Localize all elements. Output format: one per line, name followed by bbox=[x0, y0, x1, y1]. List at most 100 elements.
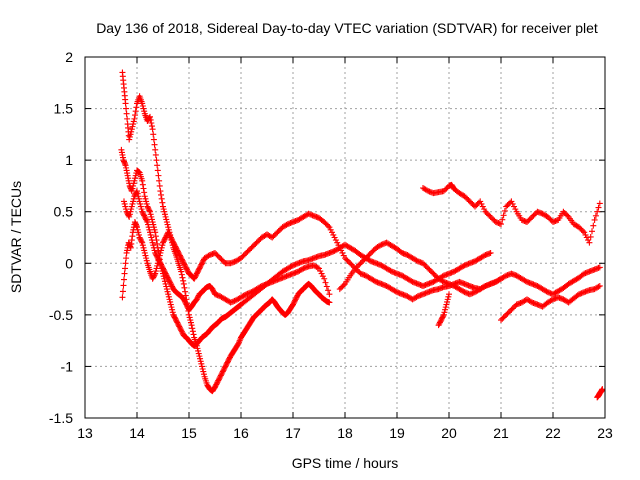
data-point bbox=[164, 221, 171, 228]
data-point bbox=[198, 360, 205, 367]
data-point bbox=[151, 271, 158, 278]
data-point bbox=[423, 187, 430, 194]
data-point bbox=[413, 257, 420, 264]
data-point bbox=[125, 212, 132, 219]
data-point bbox=[413, 294, 420, 301]
data-point bbox=[132, 175, 139, 182]
data-point bbox=[144, 203, 151, 210]
data-point bbox=[172, 243, 179, 250]
data-point bbox=[175, 322, 182, 329]
series-track-g bbox=[498, 282, 603, 324]
data-point bbox=[249, 243, 256, 250]
data-point bbox=[193, 270, 200, 277]
data-point bbox=[531, 211, 538, 218]
data-point bbox=[218, 371, 225, 378]
data-point bbox=[460, 288, 467, 295]
data-point bbox=[158, 247, 165, 254]
data-point bbox=[135, 193, 142, 200]
data-point bbox=[158, 261, 165, 268]
data-point bbox=[140, 211, 147, 218]
data-point bbox=[317, 268, 324, 275]
data-point bbox=[335, 242, 342, 249]
data-point bbox=[165, 277, 172, 284]
data-point bbox=[490, 216, 497, 223]
data-point bbox=[133, 189, 140, 196]
data-point bbox=[225, 356, 232, 363]
data-point bbox=[269, 234, 276, 241]
data-point bbox=[146, 207, 153, 214]
data-point bbox=[213, 381, 220, 388]
data-point bbox=[143, 216, 150, 223]
data-point bbox=[161, 208, 168, 215]
data-point bbox=[165, 229, 172, 236]
data-point bbox=[135, 195, 142, 202]
data-point bbox=[194, 295, 201, 302]
data-point bbox=[139, 177, 146, 184]
data-point bbox=[191, 275, 198, 282]
data-point bbox=[252, 240, 259, 247]
data-point bbox=[182, 264, 189, 271]
data-point bbox=[200, 368, 207, 375]
data-point bbox=[595, 204, 602, 211]
data-point bbox=[140, 244, 147, 251]
data-point bbox=[152, 249, 159, 256]
data-point bbox=[148, 216, 155, 223]
data-point bbox=[437, 318, 444, 325]
y-tick-label: 0 bbox=[65, 255, 73, 271]
data-point bbox=[426, 266, 433, 273]
data-point bbox=[176, 323, 183, 330]
data-point bbox=[122, 206, 129, 213]
data-point bbox=[145, 206, 152, 213]
data-point bbox=[509, 200, 516, 207]
data-point bbox=[251, 242, 257, 249]
data-point bbox=[143, 217, 150, 224]
data-point bbox=[487, 249, 494, 256]
data-point bbox=[138, 206, 145, 213]
data-point bbox=[178, 256, 185, 263]
data-point bbox=[214, 252, 221, 259]
data-point bbox=[167, 301, 174, 308]
data-point bbox=[544, 213, 551, 220]
data-point bbox=[210, 287, 217, 294]
data-point bbox=[178, 328, 185, 335]
data-point bbox=[344, 257, 351, 264]
data-point bbox=[147, 116, 154, 123]
x-tick-label: 21 bbox=[493, 425, 509, 441]
data-point bbox=[356, 261, 363, 268]
data-point bbox=[150, 221, 157, 228]
data-point bbox=[182, 300, 189, 307]
data-point bbox=[148, 120, 155, 127]
data-point bbox=[178, 271, 185, 278]
data-point bbox=[127, 208, 134, 215]
data-point bbox=[120, 282, 127, 289]
data-point bbox=[365, 252, 372, 259]
data-point bbox=[473, 202, 480, 209]
data-point bbox=[119, 294, 126, 301]
data-point bbox=[165, 230, 172, 237]
data-point bbox=[156, 182, 163, 189]
data-point bbox=[130, 180, 137, 187]
data-point bbox=[137, 235, 144, 242]
data-point bbox=[130, 195, 137, 202]
data-point bbox=[585, 237, 592, 244]
data-point bbox=[234, 341, 241, 348]
data-point bbox=[436, 320, 443, 327]
data-point bbox=[186, 314, 193, 321]
data-point bbox=[257, 283, 264, 290]
data-point bbox=[170, 239, 177, 246]
data-point bbox=[387, 267, 394, 274]
data-point bbox=[122, 100, 129, 107]
data-point bbox=[139, 239, 146, 246]
data-point bbox=[167, 280, 174, 287]
data-point bbox=[160, 266, 167, 273]
data-point bbox=[128, 203, 135, 210]
data-point bbox=[293, 295, 300, 302]
data-point bbox=[121, 270, 128, 277]
data-point bbox=[129, 185, 136, 192]
data-point bbox=[176, 252, 183, 259]
data-point bbox=[150, 274, 157, 281]
data-point bbox=[149, 275, 156, 282]
data-point bbox=[158, 244, 165, 251]
x-tick-label: 22 bbox=[545, 425, 561, 441]
data-point bbox=[146, 226, 153, 233]
